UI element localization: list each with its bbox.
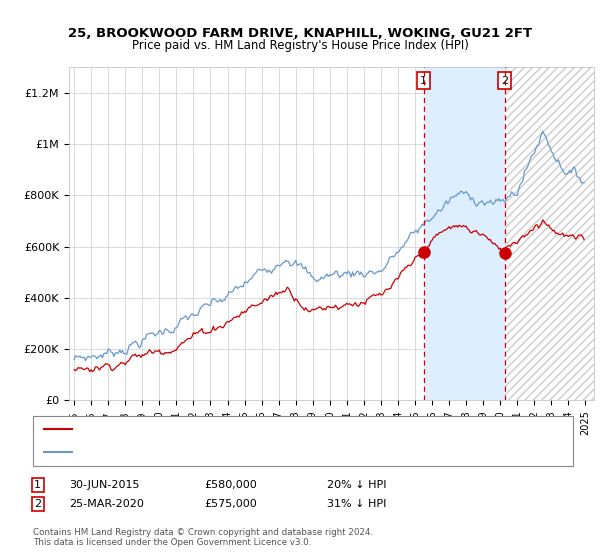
Text: 25, BROOKWOOD FARM DRIVE, KNAPHILL, WOKING, GU21 2FT: 25, BROOKWOOD FARM DRIVE, KNAPHILL, WOKI… xyxy=(68,27,532,40)
Bar xyxy=(505,67,594,400)
Text: 20% ↓ HPI: 20% ↓ HPI xyxy=(327,480,386,490)
Text: 2: 2 xyxy=(501,76,508,86)
Text: 31% ↓ HPI: 31% ↓ HPI xyxy=(327,499,386,509)
Bar xyxy=(424,67,505,400)
Text: 30-JUN-2015: 30-JUN-2015 xyxy=(69,480,139,490)
Text: 25-MAR-2020: 25-MAR-2020 xyxy=(69,499,144,509)
Text: HPI: Average price, detached house, Woking: HPI: Average price, detached house, Woki… xyxy=(78,447,299,458)
Text: 1: 1 xyxy=(34,480,41,490)
Text: Contains HM Land Registry data © Crown copyright and database right 2024.
This d: Contains HM Land Registry data © Crown c… xyxy=(33,528,373,547)
Text: 25, BROOKWOOD FARM DRIVE, KNAPHILL, WOKING, GU21 2FT (detached house): 25, BROOKWOOD FARM DRIVE, KNAPHILL, WOKI… xyxy=(78,424,479,434)
Text: 1: 1 xyxy=(420,76,427,86)
Text: £580,000: £580,000 xyxy=(204,480,257,490)
Text: Price paid vs. HM Land Registry's House Price Index (HPI): Price paid vs. HM Land Registry's House … xyxy=(131,39,469,52)
Text: 2: 2 xyxy=(34,499,41,509)
Text: £575,000: £575,000 xyxy=(204,499,257,509)
